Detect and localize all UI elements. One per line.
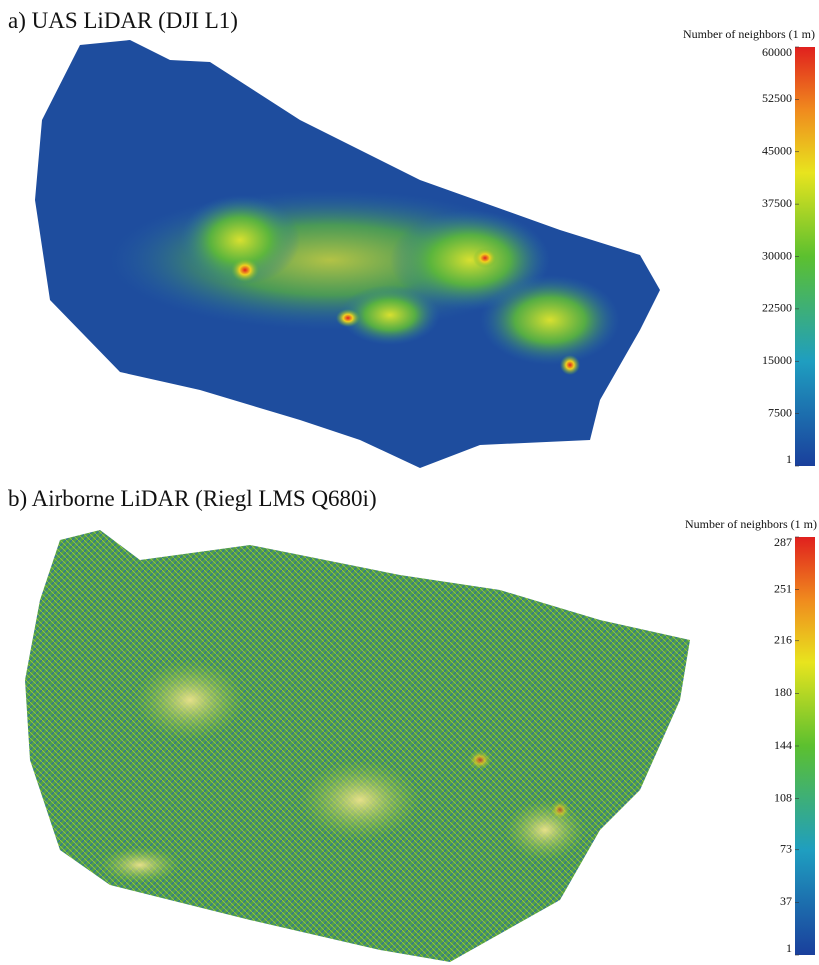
tick-label: 22500: [762, 301, 792, 315]
figure: a) UAS LiDAR (DJI L1) Number of neighbor…: [0, 0, 819, 965]
tick-label: 30000: [762, 248, 792, 262]
tick-label: 251: [774, 581, 792, 595]
tick-label: 144: [774, 738, 792, 752]
panel-title: b) Airborne LiDAR (Riegl LMS Q680i): [8, 486, 377, 511]
point-cloud-a: [35, 40, 660, 468]
tick-label: 216: [774, 633, 792, 647]
tick-label: 1: [786, 452, 792, 466]
tick-label: 15000: [762, 353, 792, 367]
tick-label: 108: [774, 790, 792, 804]
tick-label: 60000: [762, 45, 792, 59]
tick-label: 180: [774, 685, 792, 699]
tick-label: 37: [780, 894, 792, 908]
colorbar-label: Number of neighbors (1 m): [683, 27, 815, 41]
tick-label: 287: [774, 535, 792, 549]
tick-label: 52500: [762, 91, 792, 105]
colorbar-label: Number of neighbors (1 m): [685, 517, 817, 531]
tick-label: 45000: [762, 144, 792, 158]
tick-label: 1: [786, 941, 792, 955]
point-cloud-b: [25, 530, 690, 962]
tick-label: 73: [780, 842, 792, 856]
tick-label: 7500: [768, 405, 792, 419]
panel-title: a) UAS LiDAR (DJI L1): [8, 8, 238, 33]
tick-label: 37500: [762, 196, 792, 210]
